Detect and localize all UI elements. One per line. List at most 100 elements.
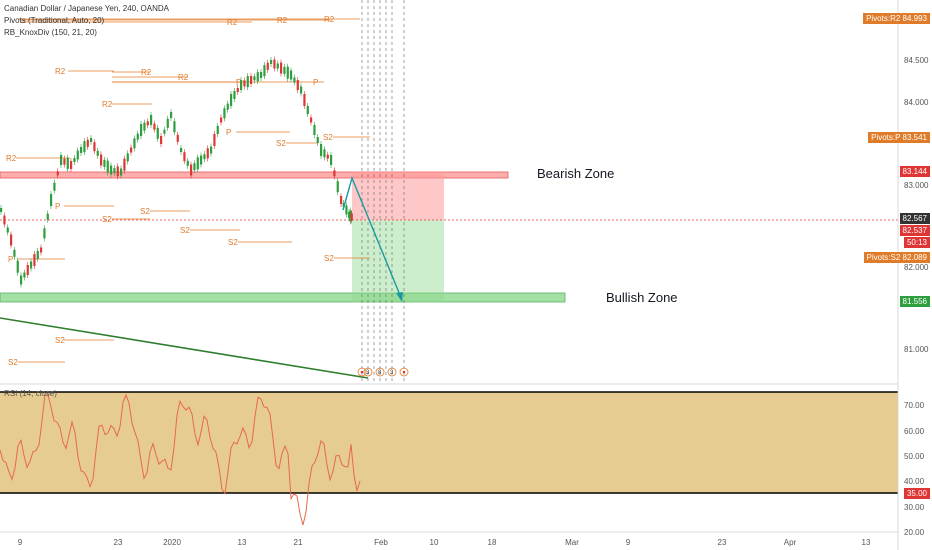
candle-body bbox=[60, 155, 63, 165]
candle-body bbox=[10, 234, 13, 246]
candle-body bbox=[306, 106, 309, 114]
candle-body bbox=[136, 133, 139, 140]
candle-body bbox=[160, 136, 163, 144]
rsi-level-tag: 35.00 bbox=[903, 488, 930, 499]
projection-arrow[interactable] bbox=[342, 175, 403, 301]
bearish-zone-band[interactable] bbox=[0, 171, 509, 179]
candle-body bbox=[186, 160, 189, 166]
candle-body bbox=[96, 150, 99, 156]
time-tick-label: Apr bbox=[784, 538, 797, 547]
candle-body bbox=[213, 134, 216, 146]
rsi-tick-label: 70.00 bbox=[904, 401, 925, 410]
bullish-zone-label: Bullish Zone bbox=[606, 290, 678, 305]
candle-body bbox=[243, 80, 246, 87]
price-tick-label: 84.500 bbox=[904, 56, 929, 65]
take-profit-box[interactable] bbox=[352, 220, 444, 302]
price-axis-ticks: 84.500 84.000 83.000 82.000 81.000 bbox=[904, 56, 929, 354]
rsi-tick-label: 60.00 bbox=[904, 427, 925, 436]
rsi-tick-label: 30.00 bbox=[904, 503, 925, 512]
candle-body bbox=[345, 205, 348, 215]
candle-body bbox=[216, 126, 219, 134]
candle-body bbox=[113, 168, 116, 174]
price-tag: Pivots:P 83.541 bbox=[868, 132, 930, 143]
time-tick-label: 18 bbox=[488, 538, 497, 547]
pivot-label: P bbox=[55, 202, 60, 211]
pivot-label: P bbox=[226, 128, 231, 137]
candle-body bbox=[90, 138, 93, 142]
candle-body bbox=[246, 76, 249, 88]
price-tick-label: 83.000 bbox=[904, 181, 929, 190]
candle-body bbox=[296, 80, 299, 90]
candle-body bbox=[143, 122, 146, 131]
candle-body bbox=[320, 144, 323, 156]
candle-body bbox=[36, 251, 39, 259]
candle-body bbox=[150, 115, 153, 125]
candle-body bbox=[3, 215, 6, 225]
pivot-label: R2 bbox=[141, 68, 152, 77]
bearish-zone-label: Bearish Zone bbox=[537, 166, 615, 181]
time-tick-label: 23 bbox=[718, 538, 727, 547]
symbol-title[interactable]: Canadian Dollar / Japanese Yen, 240, OAN… bbox=[4, 4, 169, 13]
candle-body bbox=[263, 65, 266, 77]
candle-body bbox=[303, 94, 306, 106]
divergence-marks: 3 8 3 bbox=[357, 367, 409, 377]
candle-body bbox=[23, 272, 26, 278]
price-tick-label: 82.000 bbox=[904, 263, 929, 272]
candle-body bbox=[250, 76, 253, 84]
candle-body bbox=[26, 265, 29, 275]
pivot-label: S2 bbox=[102, 215, 112, 224]
candle-body bbox=[66, 157, 69, 169]
bullish-zone-band[interactable] bbox=[0, 292, 566, 303]
candle-body bbox=[350, 213, 353, 221]
divergence-label: 3 bbox=[390, 370, 394, 376]
candle-body bbox=[13, 249, 16, 257]
candle-body bbox=[323, 149, 326, 158]
candle-body bbox=[46, 213, 49, 220]
trend-line[interactable] bbox=[0, 317, 369, 379]
candle-body bbox=[93, 142, 96, 152]
pivot-label: S2 bbox=[180, 226, 190, 235]
candle-body bbox=[223, 108, 226, 119]
candle-body bbox=[83, 141, 86, 153]
pivot-label: R2 bbox=[227, 18, 238, 27]
candle-body bbox=[163, 129, 166, 134]
rsi-line bbox=[0, 393, 361, 526]
pivots-indicator-label[interactable]: Pivots (Traditional, Auto, 20) bbox=[4, 16, 105, 25]
stop-loss-box[interactable] bbox=[352, 172, 444, 220]
candle-body bbox=[170, 112, 173, 118]
pivot-label: P bbox=[313, 78, 318, 87]
candle-body bbox=[86, 139, 89, 147]
candle-body bbox=[63, 158, 66, 165]
candle-body bbox=[56, 171, 59, 176]
time-tick-label: 9 bbox=[18, 538, 23, 547]
pivot-label: S2 bbox=[228, 238, 238, 247]
pivot-label: S2 bbox=[324, 254, 334, 263]
candle-body bbox=[76, 150, 79, 160]
price-tag: 82.537 bbox=[899, 225, 930, 236]
candle-body bbox=[123, 158, 126, 171]
candle-body bbox=[349, 210, 352, 222]
price-tag: Pivots:R2 84.993 bbox=[863, 13, 930, 24]
rsi-axis-ticks: 70.00 60.00 50.00 40.00 30.00 20.00 bbox=[904, 401, 925, 537]
pivot-label: P bbox=[236, 78, 241, 87]
candle-body bbox=[333, 170, 336, 177]
time-tick-label: 13 bbox=[862, 538, 871, 547]
candle-body bbox=[43, 228, 46, 239]
price-tag: Pivots:S2 82.089 bbox=[863, 252, 930, 263]
candle-body bbox=[190, 164, 193, 176]
candle-body bbox=[270, 60, 273, 64]
knoxdiv-indicator-label[interactable]: RB_KnoxDiv (150, 21, 20) bbox=[4, 28, 97, 37]
divergence-dot bbox=[402, 370, 406, 374]
candle-body bbox=[120, 168, 123, 176]
candle-body bbox=[236, 88, 239, 92]
price-tag: 81.556 bbox=[899, 296, 930, 307]
pivot-label: R2 bbox=[102, 100, 113, 109]
candle-body bbox=[273, 59, 276, 69]
time-tick-label: 10 bbox=[430, 538, 439, 547]
pivot-label: R2 bbox=[178, 73, 189, 82]
candle-body bbox=[348, 212, 351, 218]
time-tick-label: Feb bbox=[374, 538, 388, 547]
candle-body bbox=[220, 117, 223, 123]
candle-body bbox=[286, 66, 289, 79]
